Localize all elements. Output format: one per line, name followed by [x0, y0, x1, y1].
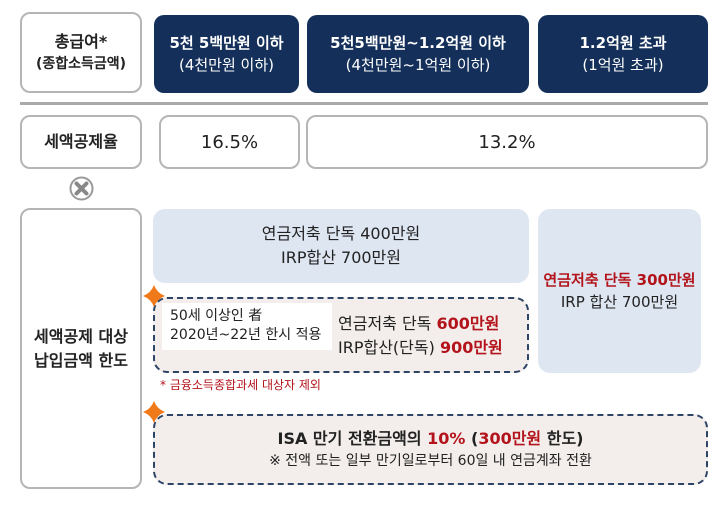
orange-star-icon	[143, 401, 165, 423]
rate-value: 16.5%	[200, 131, 259, 153]
general-pension-limit: 연금저축 단독 400만원	[261, 224, 421, 243]
multiply-circle-icon	[69, 176, 94, 201]
high-income-pension-limit: 연금저축 단독 300만원	[543, 271, 696, 289]
rate-value: 13.2%	[478, 131, 536, 153]
bracket-sublabel: (1억원 초과)	[582, 56, 664, 74]
income-label-cell: 총급여* (종합소득금액)	[20, 12, 142, 93]
pension-value: 600만원	[436, 314, 500, 333]
over50-condition: 50세 이상인 者 2020년~22년 한시 적용	[162, 303, 332, 350]
orange-star-icon	[143, 285, 165, 307]
rate-label: 세액공제율	[44, 132, 118, 151]
isa-note: ※ 전액 또는 일부 만기일로부터 60일 내 연금계좌 전환	[269, 453, 592, 469]
general-limit-box: 연금저축 단독 400만원 IRP합산 700만원	[153, 209, 529, 283]
condition-line: 2020년~22년 한시 적용	[170, 327, 322, 343]
isa-text: (	[465, 429, 479, 448]
limit-label: 세액공제 대상	[34, 326, 128, 346]
income-label: 총급여*	[54, 32, 108, 51]
isa-percent: 10%	[427, 429, 466, 448]
rate-cell-2: 13.2%	[306, 115, 708, 169]
limit-label-cell: 세액공제 대상 납입금액 한도	[20, 208, 142, 489]
over50-limits: 연금저축 단독 600만원 IRP합산(단독) 900만원	[338, 312, 503, 360]
high-income-limit-box: 연금저축 단독 300만원 IRP 합산 700만원	[538, 209, 701, 373]
limit-sublabel: 납입금액 한도	[34, 350, 128, 370]
high-income-irp-limit: IRP 합산 700만원	[560, 293, 679, 311]
income-bracket-2: 5천5백만원~1.2억원 이하 (4천만원~1억원 이하)	[307, 15, 529, 93]
irp-value: 900만원	[439, 338, 503, 357]
pension-label: 연금저축 단독	[338, 314, 437, 333]
isa-text: 한도)	[541, 429, 584, 448]
rate-cell-1: 16.5%	[159, 115, 300, 169]
bracket-sublabel: (4천만원 이하)	[178, 56, 275, 74]
divider	[20, 102, 708, 105]
rate-label-cell: 세액공제율	[20, 115, 142, 169]
bracket-label: 5천5백만원~1.2억원 이하	[330, 34, 506, 52]
income-bracket-3: 1.2억원 초과 (1억원 초과)	[538, 15, 708, 93]
income-bracket-1: 5천 5백만원 이하 (4천만원 이하)	[154, 15, 299, 93]
isa-text: ISA 만기 전환금액의	[277, 429, 428, 448]
over50-footnote: * 금융소득종합과세 대상자 제외	[160, 378, 321, 392]
bracket-label: 1.2억원 초과	[579, 34, 667, 52]
isa-limit-box: ISA 만기 전환금액의 10% (300만원 한도) ※ 전액 또는 일부 만…	[153, 414, 708, 485]
income-sublabel: (종합소득금액)	[35, 56, 127, 72]
isa-cap: 300만원	[478, 429, 542, 448]
bracket-label: 5천 5백만원 이하	[169, 34, 284, 52]
irp-label: IRP합산(단독)	[338, 338, 440, 357]
general-irp-limit: IRP합산 700만원	[281, 248, 401, 267]
bracket-sublabel: (4천만원~1억원 이하)	[345, 56, 491, 74]
condition-line: 50세 이상인 者	[170, 308, 263, 324]
